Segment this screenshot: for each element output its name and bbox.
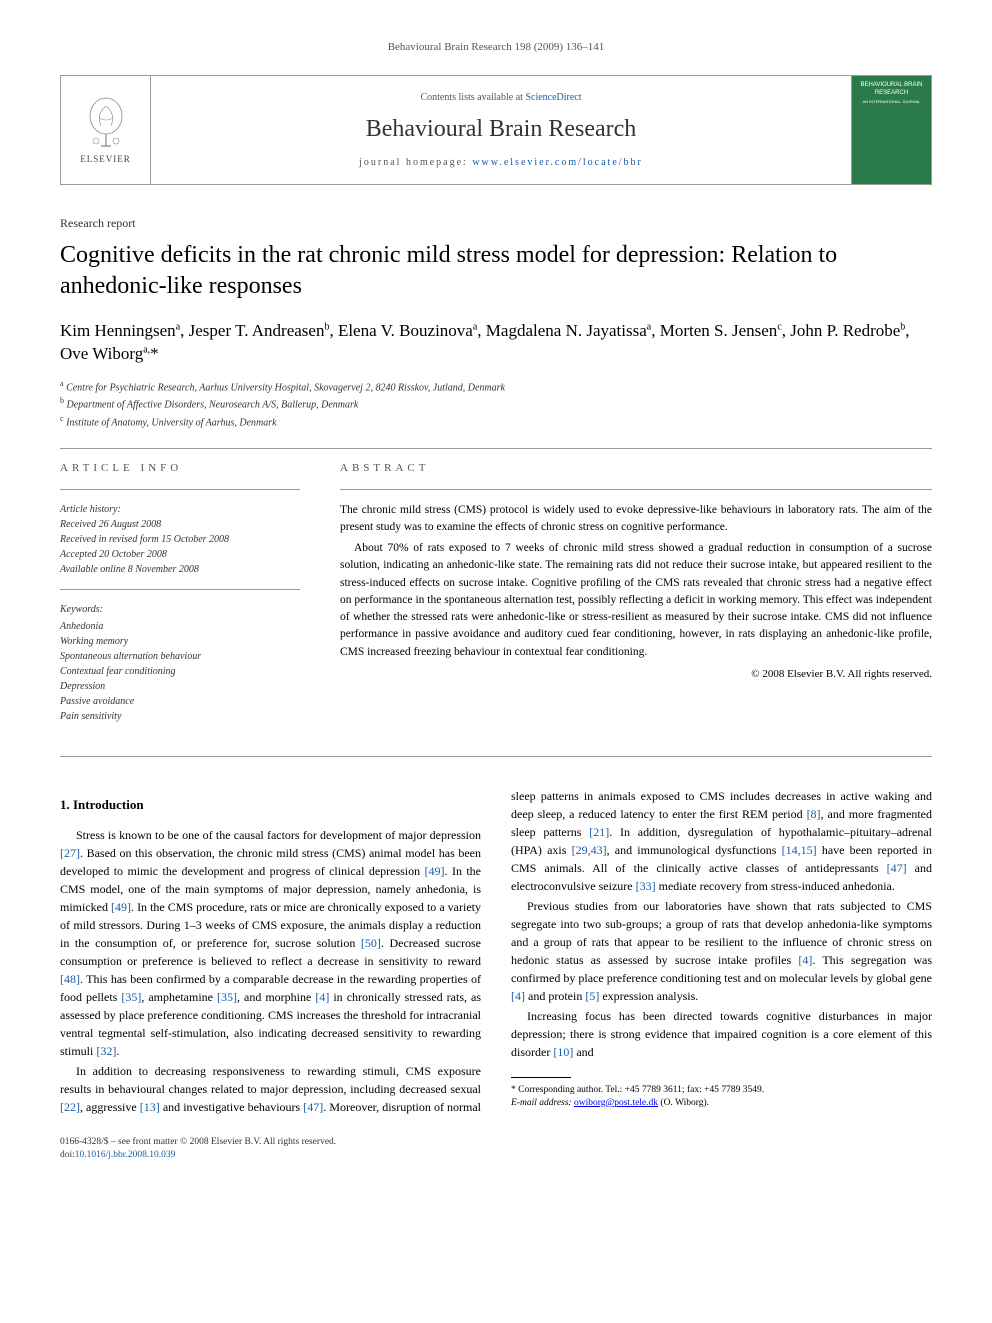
journal-banner: ELSEVIER Contents lists available at Sci… <box>60 75 932 185</box>
body-paragraph: Increasing focus has been directed towar… <box>511 1007 932 1061</box>
citation-link[interactable]: [4] <box>315 990 329 1004</box>
citation-link[interactable]: [50] <box>361 936 381 950</box>
contents-prefix: Contents lists available at <box>420 92 525 103</box>
citation-link[interactable]: [47] <box>303 1100 323 1114</box>
homepage-link[interactable]: www.elsevier.com/locate/bbr <box>472 157 643 168</box>
history-label: Article history: <box>60 504 121 515</box>
contents-line: Contents lists available at ScienceDirec… <box>420 91 581 105</box>
abstract-text: The chronic mild stress (CMS) protocol i… <box>340 502 932 661</box>
article-info: article info Article history: Received 2… <box>60 461 300 735</box>
keywords: Keywords: AnhedoniaWorking memorySpontan… <box>60 602 300 724</box>
footer: 0166-4328/$ – see front matter © 2008 El… <box>60 1136 932 1163</box>
email-suffix: (O. Wiborg). <box>660 1098 709 1108</box>
front-matter: 0166-4328/$ – see front matter © 2008 El… <box>60 1136 932 1149</box>
citation-link[interactable]: [32] <box>96 1044 116 1058</box>
separator <box>60 489 300 490</box>
citation-link[interactable]: [49] <box>111 900 131 914</box>
citation-link[interactable]: [4] <box>798 953 812 967</box>
separator <box>60 589 300 590</box>
separator <box>60 756 932 757</box>
copyright: © 2008 Elsevier B.V. All rights reserved… <box>340 667 932 682</box>
citation-link[interactable]: [47] <box>887 861 907 875</box>
citation-link[interactable]: [13] <box>140 1100 160 1114</box>
article-title: Cognitive deficits in the rat chronic mi… <box>60 240 932 302</box>
body-paragraph: Stress is known to be one of the causal … <box>60 826 481 1060</box>
sciencedirect-link[interactable]: ScienceDirect <box>525 92 581 103</box>
citation-link[interactable]: [29,43] <box>572 843 607 857</box>
citation-link[interactable]: [22] <box>60 1100 80 1114</box>
info-abstract-row: article info Article history: Received 2… <box>60 461 932 735</box>
citation-link[interactable]: [21] <box>589 825 609 839</box>
footnote-separator <box>511 1077 571 1078</box>
journal-name: Behavioural Brain Research <box>366 113 637 147</box>
doi-label: doi: <box>60 1150 75 1160</box>
publisher-logo: ELSEVIER <box>61 76 151 184</box>
abstract: abstract The chronic mild stress (CMS) p… <box>340 461 932 735</box>
citation-link[interactable]: [33] <box>636 879 656 893</box>
article-info-heading: article info <box>60 461 300 476</box>
citation-link[interactable]: [8] <box>807 807 821 821</box>
separator <box>340 489 932 490</box>
citation-link[interactable]: [27] <box>60 846 80 860</box>
body-text: 1. Introduction Stress is known to be on… <box>60 787 932 1117</box>
elsevier-tree-icon <box>81 96 131 151</box>
citation-link[interactable]: [48] <box>60 972 80 986</box>
running-head: Behavioural Brain Research 198 (2009) 13… <box>60 40 932 55</box>
keywords-label: Keywords: <box>60 602 300 617</box>
citation-link[interactable]: [5] <box>585 989 599 1003</box>
authors: Kim Henningsena, Jesper T. Andreasenb, E… <box>60 319 932 367</box>
citation-link[interactable]: [14,15] <box>782 843 817 857</box>
section-heading: 1. Introduction <box>60 795 481 815</box>
citation-link[interactable]: [4] <box>511 989 525 1003</box>
separator <box>60 448 932 449</box>
citation-link[interactable]: [49] <box>425 864 445 878</box>
body-paragraph: Previous studies from our laboratories h… <box>511 897 932 1005</box>
email-label: E-mail address: <box>511 1098 572 1108</box>
doi-link[interactable]: 10.1016/j.bbr.2008.10.039 <box>75 1150 176 1160</box>
corresponding-author-footnote: * Corresponding author. Tel.: +45 7789 3… <box>511 1084 932 1111</box>
cover-thumbnail: BEHAVIOURAL BRAIN RESEARCH AN INTERNATIO… <box>851 76 931 184</box>
citation-link[interactable]: [10] <box>553 1045 573 1059</box>
article-history: Article history: Received 26 August 2008… <box>60 502 300 577</box>
citation-link[interactable]: [35] <box>121 990 141 1004</box>
homepage-prefix: journal homepage: <box>359 157 472 168</box>
journal-center: Contents lists available at ScienceDirec… <box>151 76 851 184</box>
homepage-line: journal homepage: www.elsevier.com/locat… <box>359 156 643 170</box>
publisher-name: ELSEVIER <box>80 153 131 166</box>
abstract-heading: abstract <box>340 461 932 476</box>
cover-subtitle: AN INTERNATIONAL JOURNAL <box>862 99 920 105</box>
citation-link[interactable]: [35] <box>217 990 237 1004</box>
affiliations: a Centre for Psychiatric Research, Aarhu… <box>60 378 932 430</box>
cover-title: BEHAVIOURAL BRAIN RESEARCH <box>856 82 927 96</box>
article-type: Research report <box>60 215 932 232</box>
email-link[interactable]: owiborg@post.tele.dk <box>574 1098 658 1108</box>
corr-author: * Corresponding author. Tel.: +45 7789 3… <box>511 1084 932 1097</box>
